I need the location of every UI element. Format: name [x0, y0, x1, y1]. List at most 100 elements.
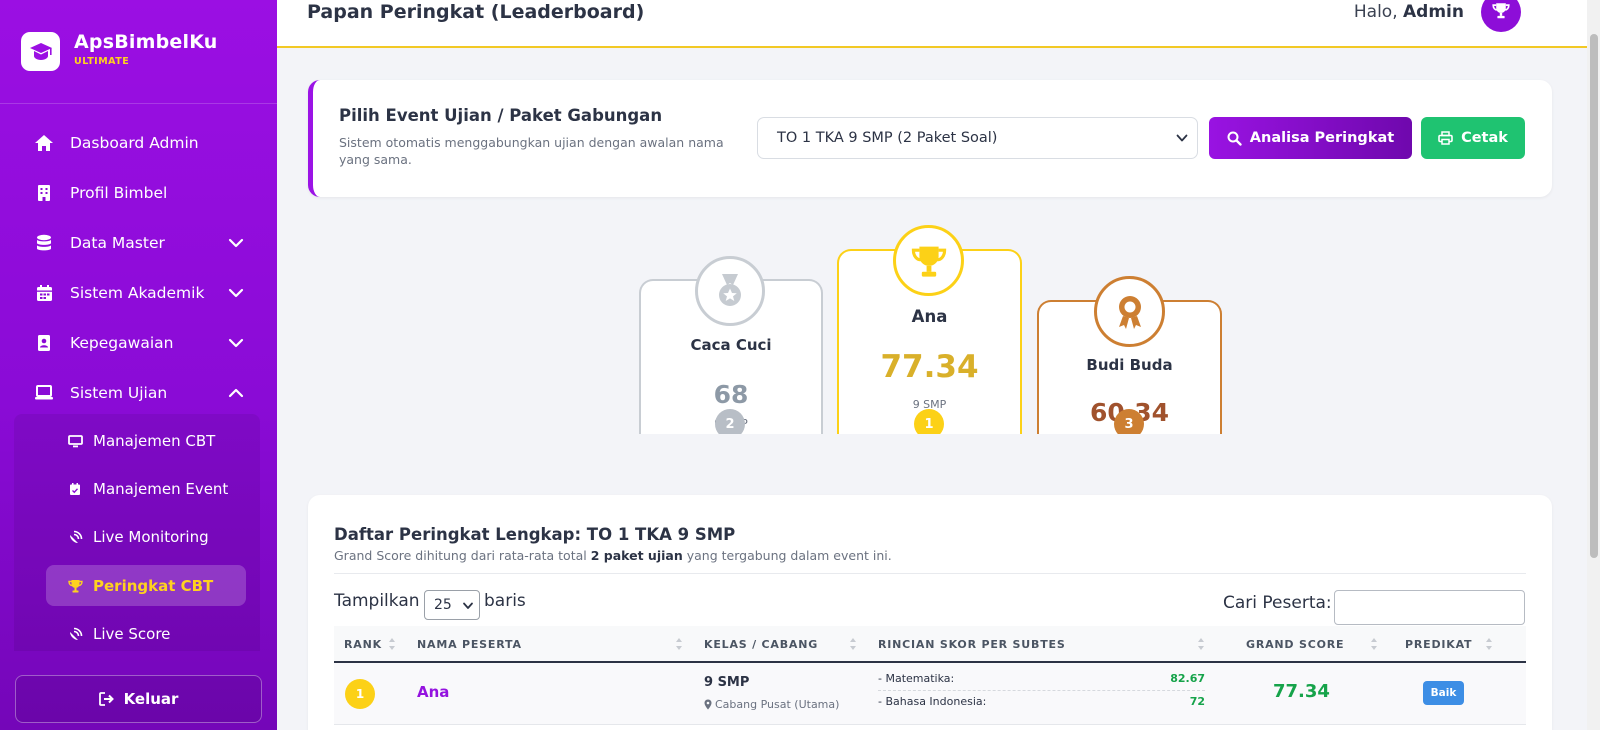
branch-label: Cabang Pusat (Utama): [715, 698, 840, 711]
satellite-dish-icon: [67, 529, 83, 545]
podium-third-name: Budi Buda: [1086, 356, 1173, 374]
podium-first-class: 9 SMP: [912, 398, 947, 411]
medal-icon: [695, 256, 765, 326]
divider: [334, 573, 1526, 574]
calendar-check-icon: [67, 481, 83, 497]
participant-class: 9 SMP: [704, 675, 750, 690]
trophy-icon: [67, 578, 83, 594]
scrollbar-thumb[interactable]: [1590, 34, 1598, 558]
print-icon: [1438, 131, 1453, 145]
table-row[interactable]: 1 Ana 9 SMP Cabang Pusat (Utama) - Matem…: [334, 663, 1526, 725]
subtest-line: - Matematika: 82.67: [878, 672, 1205, 685]
chevron-down-icon: [228, 334, 244, 352]
sign-out-icon: [98, 692, 115, 706]
chevron-up-icon: [228, 384, 244, 402]
podium-first-score: 77.34: [880, 349, 979, 385]
sidebar-subitem-manajemen-event[interactable]: Manajemen Event: [32, 469, 228, 509]
sort-icon: [1486, 638, 1492, 650]
grand-score: 77.34: [1273, 681, 1330, 702]
page-title: Papan Peringkat (Leaderboard): [307, 1, 645, 23]
laptop-icon: [33, 382, 55, 404]
sidebar-item-label: Kepegawaian: [70, 334, 174, 352]
graduation-cap-icon: [21, 32, 60, 71]
greeting-text: Halo,: [1353, 2, 1398, 22]
sidebar-item-dashboard[interactable]: Dasboard Admin: [0, 118, 277, 168]
participant-name[interactable]: Ana: [417, 683, 450, 701]
participant-branch: Cabang Pusat (Utama): [704, 698, 839, 711]
podium-second-score: 68: [713, 380, 749, 409]
event-select[interactable]: TO 1 TKA 9 SMP (2 Paket Soal): [757, 117, 1198, 159]
desc-suffix: yang tergabung dalam event ini.: [686, 548, 892, 563]
page-size-select[interactable]: 25: [424, 590, 480, 620]
rank-badge: 1: [345, 679, 375, 709]
user-name: Admin: [1403, 2, 1464, 22]
user-menu-button[interactable]: [1481, 0, 1521, 32]
sidebar-subitem-live-monitoring[interactable]: Live Monitoring: [32, 517, 209, 557]
chevron-down-icon: [228, 284, 244, 302]
subtest-score: 72: [1189, 695, 1205, 708]
analyze-ranking-button[interactable]: Analisa Peringkat: [1209, 117, 1412, 159]
sidebar-item-label: Sistem Akademik: [70, 284, 205, 302]
chevron-down-icon: [228, 234, 244, 252]
ranking-table-title: Daftar Peringkat Lengkap: TO 1 TKA 9 SMP: [334, 525, 736, 544]
sidebar-subitem-label: Manajemen CBT: [93, 432, 216, 450]
logout-button[interactable]: Keluar: [15, 675, 262, 723]
search-label: Cari Peserta:: [1223, 593, 1332, 613]
col-header-class[interactable]: KELAS / CABANG: [704, 638, 819, 651]
sidebar-item-kepegawaian[interactable]: Kepegawaian: [0, 318, 277, 368]
event-select-value: TO 1 TKA 9 SMP (2 Paket Soal): [777, 130, 998, 146]
col-header-predicate[interactable]: PREDIKAT: [1405, 638, 1473, 651]
logout-label: Keluar: [123, 690, 179, 708]
sort-icon: [1371, 638, 1377, 650]
id-badge-icon: [33, 332, 55, 354]
trophy-icon: [893, 225, 964, 296]
ranking-table-description: Grand Score dihitung dari rata-rata tota…: [334, 548, 892, 563]
chevron-down-icon: [462, 600, 474, 616]
sidebar-menu: Dasboard Admin Profil Bimbel Data Master…: [0, 118, 277, 418]
col-header-subtests[interactable]: RINCIAN SKOR PER SUBTES: [878, 638, 1066, 651]
sidebar: ApsBimbelKu ULTIMATE Dasboard Admin Prof…: [0, 0, 277, 730]
chevron-down-icon: [1175, 131, 1189, 149]
database-icon: [33, 232, 55, 254]
podium: Caca Cuci 68 9 SMP 2 Ana 77.34 9 SMP 1 B…: [600, 200, 1260, 434]
sidebar-subitem-manajemen-cbt[interactable]: Manajemen CBT: [32, 421, 215, 461]
sort-icon: [676, 638, 682, 650]
page-size-label: Tampilkan: [334, 591, 420, 611]
podium-first-rank: 1: [914, 409, 944, 434]
sidebar-subitem-live-score[interactable]: Live Score: [32, 614, 170, 654]
print-button[interactable]: Cetak: [1421, 117, 1525, 159]
sidebar-item-profil[interactable]: Profil Bimbel: [0, 168, 277, 218]
satellite-dish-icon: [67, 626, 83, 642]
desc-bold: 2 paket ujian: [590, 548, 683, 563]
subtest-line: - Bahasa Indonesia: 72: [878, 695, 1205, 708]
col-header-grand-score[interactable]: GRAND SCORE: [1246, 638, 1345, 651]
sidebar-item-akademik[interactable]: Sistem Akademik: [0, 268, 277, 318]
search-icon: [1227, 131, 1242, 146]
event-card-title: Pilih Event Ujian / Paket Gabungan: [339, 106, 663, 125]
sidebar-item-label: Profil Bimbel: [70, 184, 168, 202]
page-scrollbar[interactable]: [1587, 0, 1600, 730]
print-label: Cetak: [1461, 130, 1508, 146]
subtest-name: - Matematika:: [878, 672, 955, 685]
sort-icon: [389, 638, 395, 650]
predicate-badge: Baik: [1423, 681, 1464, 705]
award-icon: [1094, 276, 1165, 347]
sidebar-subitem-peringkat-cbt[interactable]: Peringkat CBT: [46, 565, 246, 606]
podium-first-name: Ana: [911, 307, 948, 326]
map-marker-icon: [704, 699, 712, 710]
sidebar-item-label: Data Master: [70, 234, 165, 252]
brand-name: ApsBimbelKu: [74, 30, 218, 53]
col-header-name[interactable]: NAMA PESERTA: [417, 638, 522, 651]
desc-prefix: Grand Score dihitung dari rata-rata tota…: [334, 548, 587, 563]
subtest-divider: [878, 690, 1205, 691]
brand[interactable]: ApsBimbelKu ULTIMATE: [0, 0, 277, 104]
topbar: Papan Peringkat (Leaderboard) Halo, Admi…: [277, 0, 1587, 48]
sidebar-subitem-label: Live Score: [93, 625, 171, 643]
sidebar-item-sistem-ujian[interactable]: Sistem Ujian: [0, 368, 277, 418]
trophy-icon: [1492, 2, 1510, 23]
col-header-rank[interactable]: RANK: [344, 638, 382, 651]
submenu-sistem-ujian: [14, 414, 260, 651]
search-participant-input[interactable]: [1334, 590, 1525, 625]
sidebar-item-data-master[interactable]: Data Master: [0, 218, 277, 268]
subtest-name: - Bahasa Indonesia:: [878, 695, 987, 708]
